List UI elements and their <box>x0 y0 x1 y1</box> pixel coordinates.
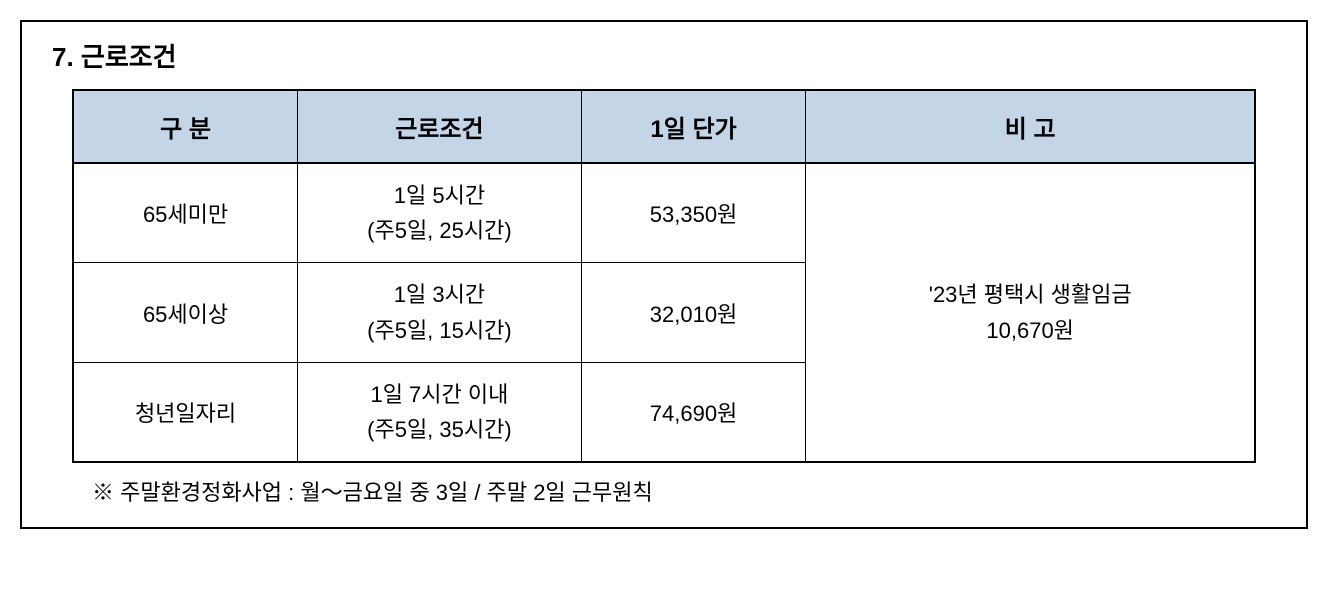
cell-price: 53,350원 <box>581 163 806 263</box>
cell-condition: 1일 3시간 (주5일, 15시간) <box>298 263 582 362</box>
header-condition: 근로조건 <box>298 90 582 163</box>
document-section: 7. 근로조건 구 분 근로조건 1일 단가 비 고 65세미만 1일 5시간 … <box>20 20 1308 529</box>
condition-line2: (주5일, 15시간) <box>367 318 512 343</box>
condition-line2: (주5일, 35시간) <box>367 417 512 442</box>
header-note: 비 고 <box>806 90 1255 163</box>
cell-category: 65세미만 <box>73 163 298 263</box>
cell-price: 32,010원 <box>581 263 806 362</box>
cell-category: 청년일자리 <box>73 362 298 462</box>
note-line2: 10,670원 <box>986 318 1074 343</box>
conditions-table: 구 분 근로조건 1일 단가 비 고 65세미만 1일 5시간 (주5일, 25… <box>72 89 1256 463</box>
header-category: 구 분 <box>73 90 298 163</box>
table-header-row: 구 분 근로조건 1일 단가 비 고 <box>73 90 1255 163</box>
condition-line1: 1일 5시간 <box>394 183 485 208</box>
cell-note-merged: '23년 평택시 생활임금 10,670원 <box>806 163 1255 462</box>
condition-line1: 1일 3시간 <box>394 282 485 307</box>
header-price: 1일 단가 <box>581 90 806 163</box>
section-title: 7. 근로조건 <box>52 37 1276 74</box>
cell-category: 65세이상 <box>73 263 298 362</box>
cell-condition: 1일 7시간 이내 (주5일, 35시간) <box>298 362 582 462</box>
condition-line1: 1일 7시간 이내 <box>370 382 508 407</box>
condition-line2: (주5일, 25시간) <box>367 218 512 243</box>
cell-price: 74,690원 <box>581 362 806 462</box>
note-line1: '23년 평택시 생활임금 <box>929 282 1132 307</box>
footnote-text: ※ 주말환경정화사업 : 월～금요일 중 3일 / 주말 2일 근무원칙 <box>72 475 1256 507</box>
table-wrapper: 구 분 근로조건 1일 단가 비 고 65세미만 1일 5시간 (주5일, 25… <box>52 89 1276 507</box>
table-row: 65세미만 1일 5시간 (주5일, 25시간) 53,350원 '23년 평택… <box>73 163 1255 263</box>
cell-condition: 1일 5시간 (주5일, 25시간) <box>298 163 582 263</box>
